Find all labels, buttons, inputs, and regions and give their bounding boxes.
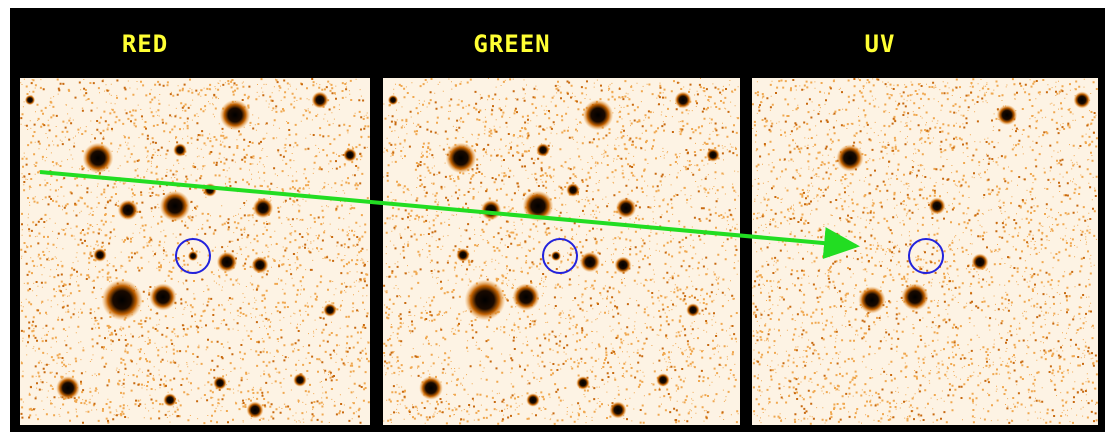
- star: [252, 257, 269, 274]
- star: [160, 191, 191, 222]
- image-panel: [20, 78, 370, 425]
- star: [583, 100, 614, 131]
- star: [465, 280, 506, 321]
- star: [83, 143, 114, 174]
- image-panel: [383, 78, 740, 425]
- star: [102, 280, 143, 321]
- star: [456, 248, 470, 262]
- star: [686, 303, 700, 317]
- image-panel: [752, 78, 1098, 425]
- star: [526, 393, 540, 407]
- star: [149, 283, 176, 310]
- star: [1074, 92, 1091, 109]
- star: [163, 393, 177, 407]
- panel-label: GREEN: [473, 30, 550, 58]
- star: [213, 376, 227, 390]
- star: [615, 257, 632, 274]
- panels: [20, 78, 1098, 425]
- star: [419, 376, 443, 400]
- star: [188, 251, 198, 261]
- star: [901, 283, 928, 310]
- star: [858, 286, 885, 313]
- star: [706, 148, 720, 162]
- star: [610, 402, 627, 419]
- star: [343, 148, 357, 162]
- star: [93, 248, 107, 262]
- star: [675, 92, 692, 109]
- star: [481, 200, 501, 220]
- star: [25, 95, 35, 105]
- star: [656, 373, 670, 387]
- star: [446, 143, 477, 174]
- star: [56, 376, 80, 400]
- star: [836, 144, 863, 171]
- star: [220, 100, 251, 131]
- panel-label: UV: [865, 30, 896, 58]
- star: [972, 254, 989, 271]
- star: [580, 252, 600, 272]
- star: [576, 376, 590, 390]
- star: [247, 402, 264, 419]
- star: [312, 92, 329, 109]
- star: [293, 373, 307, 387]
- figure: RED GREEN UV: [0, 0, 1115, 436]
- star: [616, 198, 636, 218]
- star: [388, 95, 398, 105]
- star: [997, 105, 1017, 125]
- star: [323, 303, 337, 317]
- panel-label: RED: [122, 30, 168, 58]
- star: [173, 143, 187, 157]
- star: [929, 198, 946, 215]
- star: [551, 251, 561, 261]
- star: [536, 143, 550, 157]
- star: [118, 200, 138, 220]
- star: [253, 198, 273, 218]
- star: [217, 252, 237, 272]
- star: [512, 283, 539, 310]
- star: [566, 183, 580, 197]
- page: RED GREEN UV (() => { const data = JSON.…: [0, 0, 1115, 436]
